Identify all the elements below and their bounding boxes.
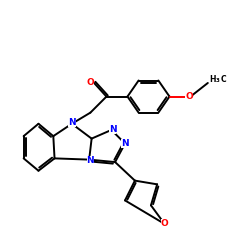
Text: O: O bbox=[86, 78, 94, 88]
Text: N: N bbox=[86, 156, 94, 165]
Text: C: C bbox=[220, 75, 226, 84]
Text: O: O bbox=[161, 220, 168, 228]
Text: N: N bbox=[109, 126, 116, 134]
Text: N: N bbox=[121, 139, 129, 148]
Text: 3: 3 bbox=[216, 78, 220, 83]
Text: H: H bbox=[209, 75, 216, 84]
Text: N: N bbox=[68, 118, 76, 127]
Text: O: O bbox=[186, 92, 193, 101]
